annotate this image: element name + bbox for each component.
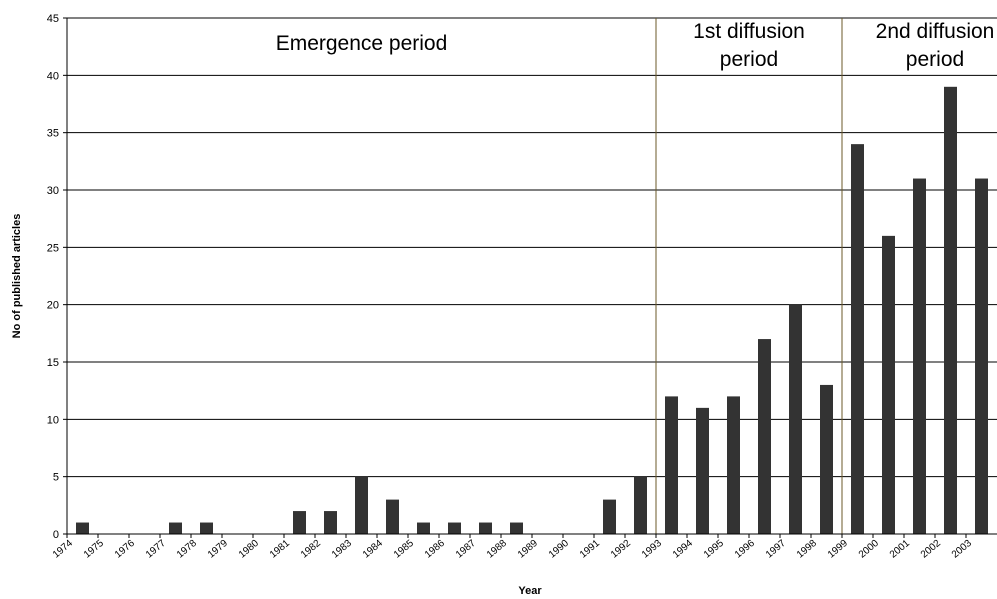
x-tick-label: 1975	[82, 538, 106, 561]
bar	[944, 86, 957, 535]
x-tick-label: 1980	[237, 538, 261, 561]
x-tick-label: 1981	[268, 538, 292, 561]
y-tick-label: 40	[47, 70, 59, 82]
bar	[851, 144, 864, 534]
bar	[882, 235, 895, 534]
bar	[665, 396, 678, 534]
y-tick-label: 35	[47, 128, 59, 140]
x-tick-label: 1995	[702, 538, 726, 561]
y-tick-label: 20	[47, 300, 59, 312]
x-tick-label: 1984	[361, 538, 385, 561]
bar	[789, 304, 802, 534]
bar	[417, 522, 430, 534]
x-tick-label: 1982	[299, 538, 323, 561]
x-tick-label: 1997	[764, 538, 788, 561]
bar	[727, 396, 740, 534]
bar	[758, 339, 771, 534]
bar	[355, 476, 368, 534]
bar	[913, 178, 926, 535]
x-tick-label: 2002	[919, 538, 943, 561]
x-tick-label: 1994	[671, 538, 695, 561]
period-label: period	[906, 48, 964, 71]
y-tick-label: 25	[47, 242, 59, 254]
bar	[293, 511, 306, 534]
y-tick-label: 0	[53, 529, 59, 541]
x-tick-label: 1989	[516, 538, 540, 561]
x-tick-label: 1990	[547, 538, 571, 561]
period-label: 1st diffusion	[693, 20, 805, 43]
period-label: 2nd diffusion	[876, 20, 995, 43]
bar	[696, 407, 709, 534]
bar	[200, 522, 213, 534]
x-tick-label: 1996	[733, 538, 757, 561]
x-tick-label: 2001	[888, 538, 912, 561]
x-tick-label: 1999	[826, 538, 850, 561]
x-tick-label: 1976	[113, 538, 137, 561]
x-tick-label: 1977	[144, 538, 168, 561]
x-tick-label: 1985	[392, 538, 416, 561]
x-tick-label: 1992	[609, 538, 633, 561]
bar	[448, 522, 461, 534]
x-tick-label: 1993	[640, 538, 664, 561]
y-tick-label: 5	[53, 472, 59, 484]
x-tick-label: 2000	[857, 538, 881, 561]
x-tick-label: 1974	[51, 538, 75, 561]
x-tick-label: 1988	[485, 538, 509, 561]
y-tick-label: 15	[47, 357, 59, 369]
bar	[634, 476, 647, 534]
bar	[820, 384, 833, 534]
bar	[324, 511, 337, 534]
bar	[975, 178, 988, 535]
x-tick-label: 2003	[950, 538, 974, 561]
y-tick-label: 10	[47, 414, 59, 426]
x-tick-label: 1987	[454, 538, 478, 561]
bar	[76, 522, 89, 534]
x-tick-label: 1983	[330, 538, 354, 561]
y-tick-label: 30	[47, 185, 59, 197]
x-tick-label: 1979	[206, 538, 230, 561]
y-axis-label: No of published articles	[11, 214, 23, 339]
x-tick-label: 1998	[795, 538, 819, 561]
y-tick-label: 45	[47, 13, 59, 25]
period-label: period	[720, 48, 778, 71]
period-label: Emergence period	[276, 32, 448, 55]
x-axis-label: Year	[518, 585, 542, 597]
bar	[386, 499, 399, 534]
bar	[603, 499, 616, 534]
x-tick-label: 1978	[175, 538, 199, 561]
bar	[169, 522, 182, 534]
x-tick-label: 1986	[423, 538, 447, 561]
bar	[510, 522, 523, 534]
x-tick-label: 1991	[578, 538, 602, 561]
bar	[479, 522, 492, 534]
